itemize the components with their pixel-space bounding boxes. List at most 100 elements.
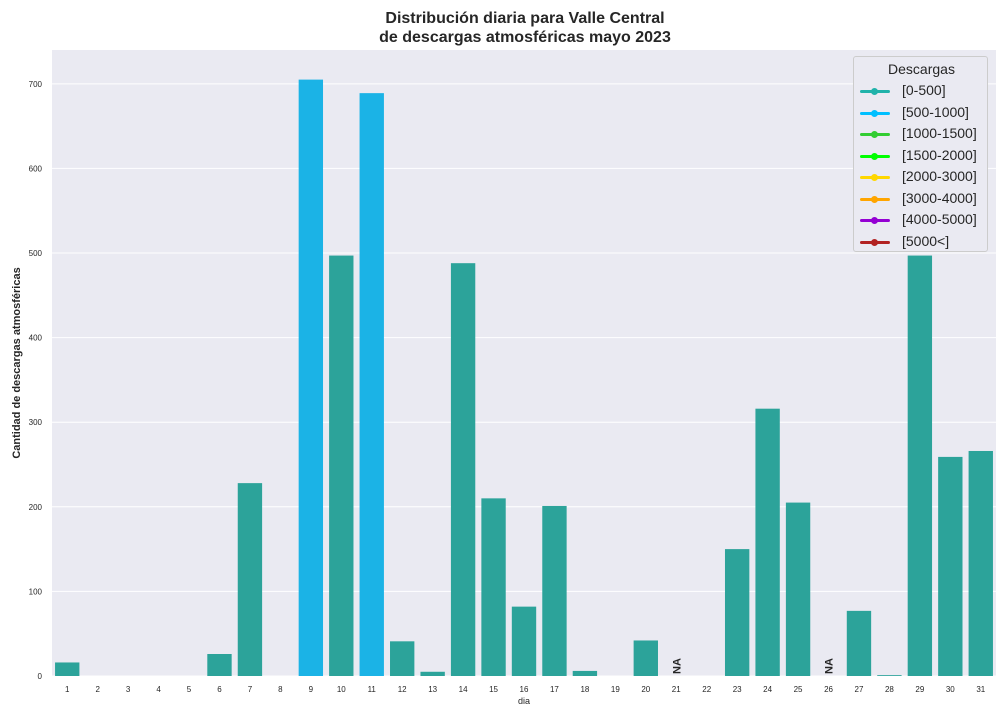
x-tick-label: 3 — [126, 685, 131, 694]
x-tick-label: 25 — [794, 685, 803, 694]
legend-label: [1500-2000] — [902, 146, 977, 163]
x-tick-label: 19 — [611, 685, 620, 694]
legend-dot-marker — [871, 238, 878, 246]
bars — [55, 79, 993, 677]
y-tick-label: 600 — [29, 164, 43, 173]
grid-lines — [52, 83, 996, 677]
x-tick-label: 5 — [187, 685, 192, 694]
x-tick-label: 26 — [824, 685, 833, 694]
legend: Descargas [0-500] [500-1000] [1000-1500] [1… — [853, 56, 988, 252]
bar-day-25 — [785, 502, 811, 676]
legend-dot-marker — [871, 131, 878, 138]
bar-day-1 — [55, 662, 80, 676]
bar-day-27 — [846, 610, 872, 676]
x-tick-label: 17 — [550, 685, 559, 694]
y-tick-label: 500 — [29, 249, 43, 258]
legend-item: [500-1000] — [858, 103, 986, 123]
x-tick-label: 30 — [946, 685, 955, 694]
y-tick-label: 100 — [29, 587, 43, 596]
bar-day-29 — [907, 255, 933, 676]
y-axis-label: Cantidad de descargas atmosféricas — [11, 267, 23, 458]
bar-day-20 — [633, 640, 658, 676]
y-tick-label: 0 — [38, 672, 43, 681]
legend-dot-marker — [871, 195, 878, 203]
plot-area — [52, 50, 996, 676]
x-tick-label: 13 — [428, 685, 437, 694]
legend-label: [5000<] — [902, 232, 950, 249]
bar-day-18 — [572, 670, 598, 676]
legend-label: [3000-4000] — [902, 189, 977, 206]
bar-day-13 — [420, 671, 445, 676]
x-tick-label: 2 — [95, 685, 100, 694]
x-tick-label: 8 — [278, 685, 283, 694]
bar-day-9 — [298, 79, 324, 677]
x-tick-label: 11 — [368, 685, 377, 694]
x-tick-label: 24 — [763, 685, 772, 694]
x-tick-label: 15 — [489, 685, 498, 694]
x-tick-label: 31 — [976, 685, 985, 694]
bar-day-24 — [755, 408, 780, 676]
legend-label: [4000-5000] — [902, 211, 977, 227]
x-tick-label: 16 — [520, 685, 529, 694]
x-tick-label: 10 — [337, 685, 346, 694]
x-tick-label: 21 — [672, 685, 681, 694]
legend-dot-marker — [871, 174, 878, 181]
y-ticks: 0 100 200 300 400 500 600 700 — [29, 80, 43, 681]
na-labels: NA NA — [671, 658, 835, 674]
bar-day-28 — [877, 675, 902, 676]
bar-day-16 — [511, 606, 537, 676]
na-label: NA — [671, 658, 683, 674]
legend-label: [1000-1500] — [902, 125, 977, 141]
x-tick-label: 1 — [65, 685, 70, 694]
chart-title-line-2: de descargas atmosféricas mayo 2023 — [379, 29, 671, 46]
x-tick-label: 14 — [459, 685, 468, 694]
legend-item: [4000-5000] — [858, 210, 986, 230]
legend-dot-marker — [871, 88, 878, 95]
y-tick-label: 400 — [29, 334, 43, 343]
bar-day-15 — [481, 498, 506, 676]
x-tick-label: 29 — [915, 685, 924, 694]
legend-dot-marker — [871, 109, 878, 117]
bar-day-10 — [329, 255, 354, 676]
y-tick-label: 700 — [29, 80, 43, 89]
bar-day-11 — [359, 93, 384, 676]
y-tick-label: 300 — [29, 418, 43, 427]
legend-item: [0-500] — [858, 81, 986, 101]
legend-dot-marker — [871, 152, 878, 160]
x-tick-label: 12 — [398, 685, 407, 694]
legend-item: [1500-2000] — [858, 146, 986, 166]
x-tick-label: 27 — [855, 685, 864, 694]
x-tick-label: 18 — [580, 685, 589, 694]
bar-day-31 — [968, 450, 993, 676]
legend-label: [2000-3000] — [902, 168, 977, 184]
y-tick-label: 200 — [29, 503, 43, 512]
legend-item: [1000-1500] — [858, 124, 986, 144]
x-axis-label: dia — [518, 696, 530, 706]
legend-item: [2000-3000] — [858, 167, 986, 187]
na-label: NA — [824, 658, 836, 674]
chart-title-line-1: Distribución diaria para Valle Central — [385, 10, 665, 27]
x-tick-label: 28 — [885, 685, 894, 694]
bar-day-6 — [207, 654, 232, 676]
legend-label: [0-500] — [902, 82, 946, 98]
bar-day-12 — [390, 641, 415, 676]
x-tick-label: 23 — [733, 685, 742, 694]
bar-day-17 — [542, 505, 567, 676]
x-tick-label: 22 — [702, 685, 711, 694]
x-tick-label: 20 — [641, 685, 650, 694]
bar-day-23 — [724, 549, 750, 676]
legend-item: [3000-4000] — [858, 189, 986, 209]
bar-day-14 — [450, 263, 476, 676]
legend-dot-marker — [871, 217, 878, 224]
x-tick-label: 4 — [156, 685, 161, 694]
bar-day-7 — [237, 483, 263, 676]
bar-day-30 — [938, 456, 963, 676]
legend-title: Descargas — [888, 61, 955, 77]
x-tick-label: 6 — [217, 685, 222, 694]
legend-item: [5000<] — [858, 232, 986, 252]
x-tick-label: 9 — [309, 685, 314, 694]
x-ticks: 1 2 3 4 5 6 7 8 9 10 11 12 13 14 15 16 17 18 19 20 21 22 23 24 2… — [65, 685, 986, 694]
legend-label: [500-1000] — [902, 103, 969, 120]
x-tick-label: 7 — [248, 685, 253, 694]
